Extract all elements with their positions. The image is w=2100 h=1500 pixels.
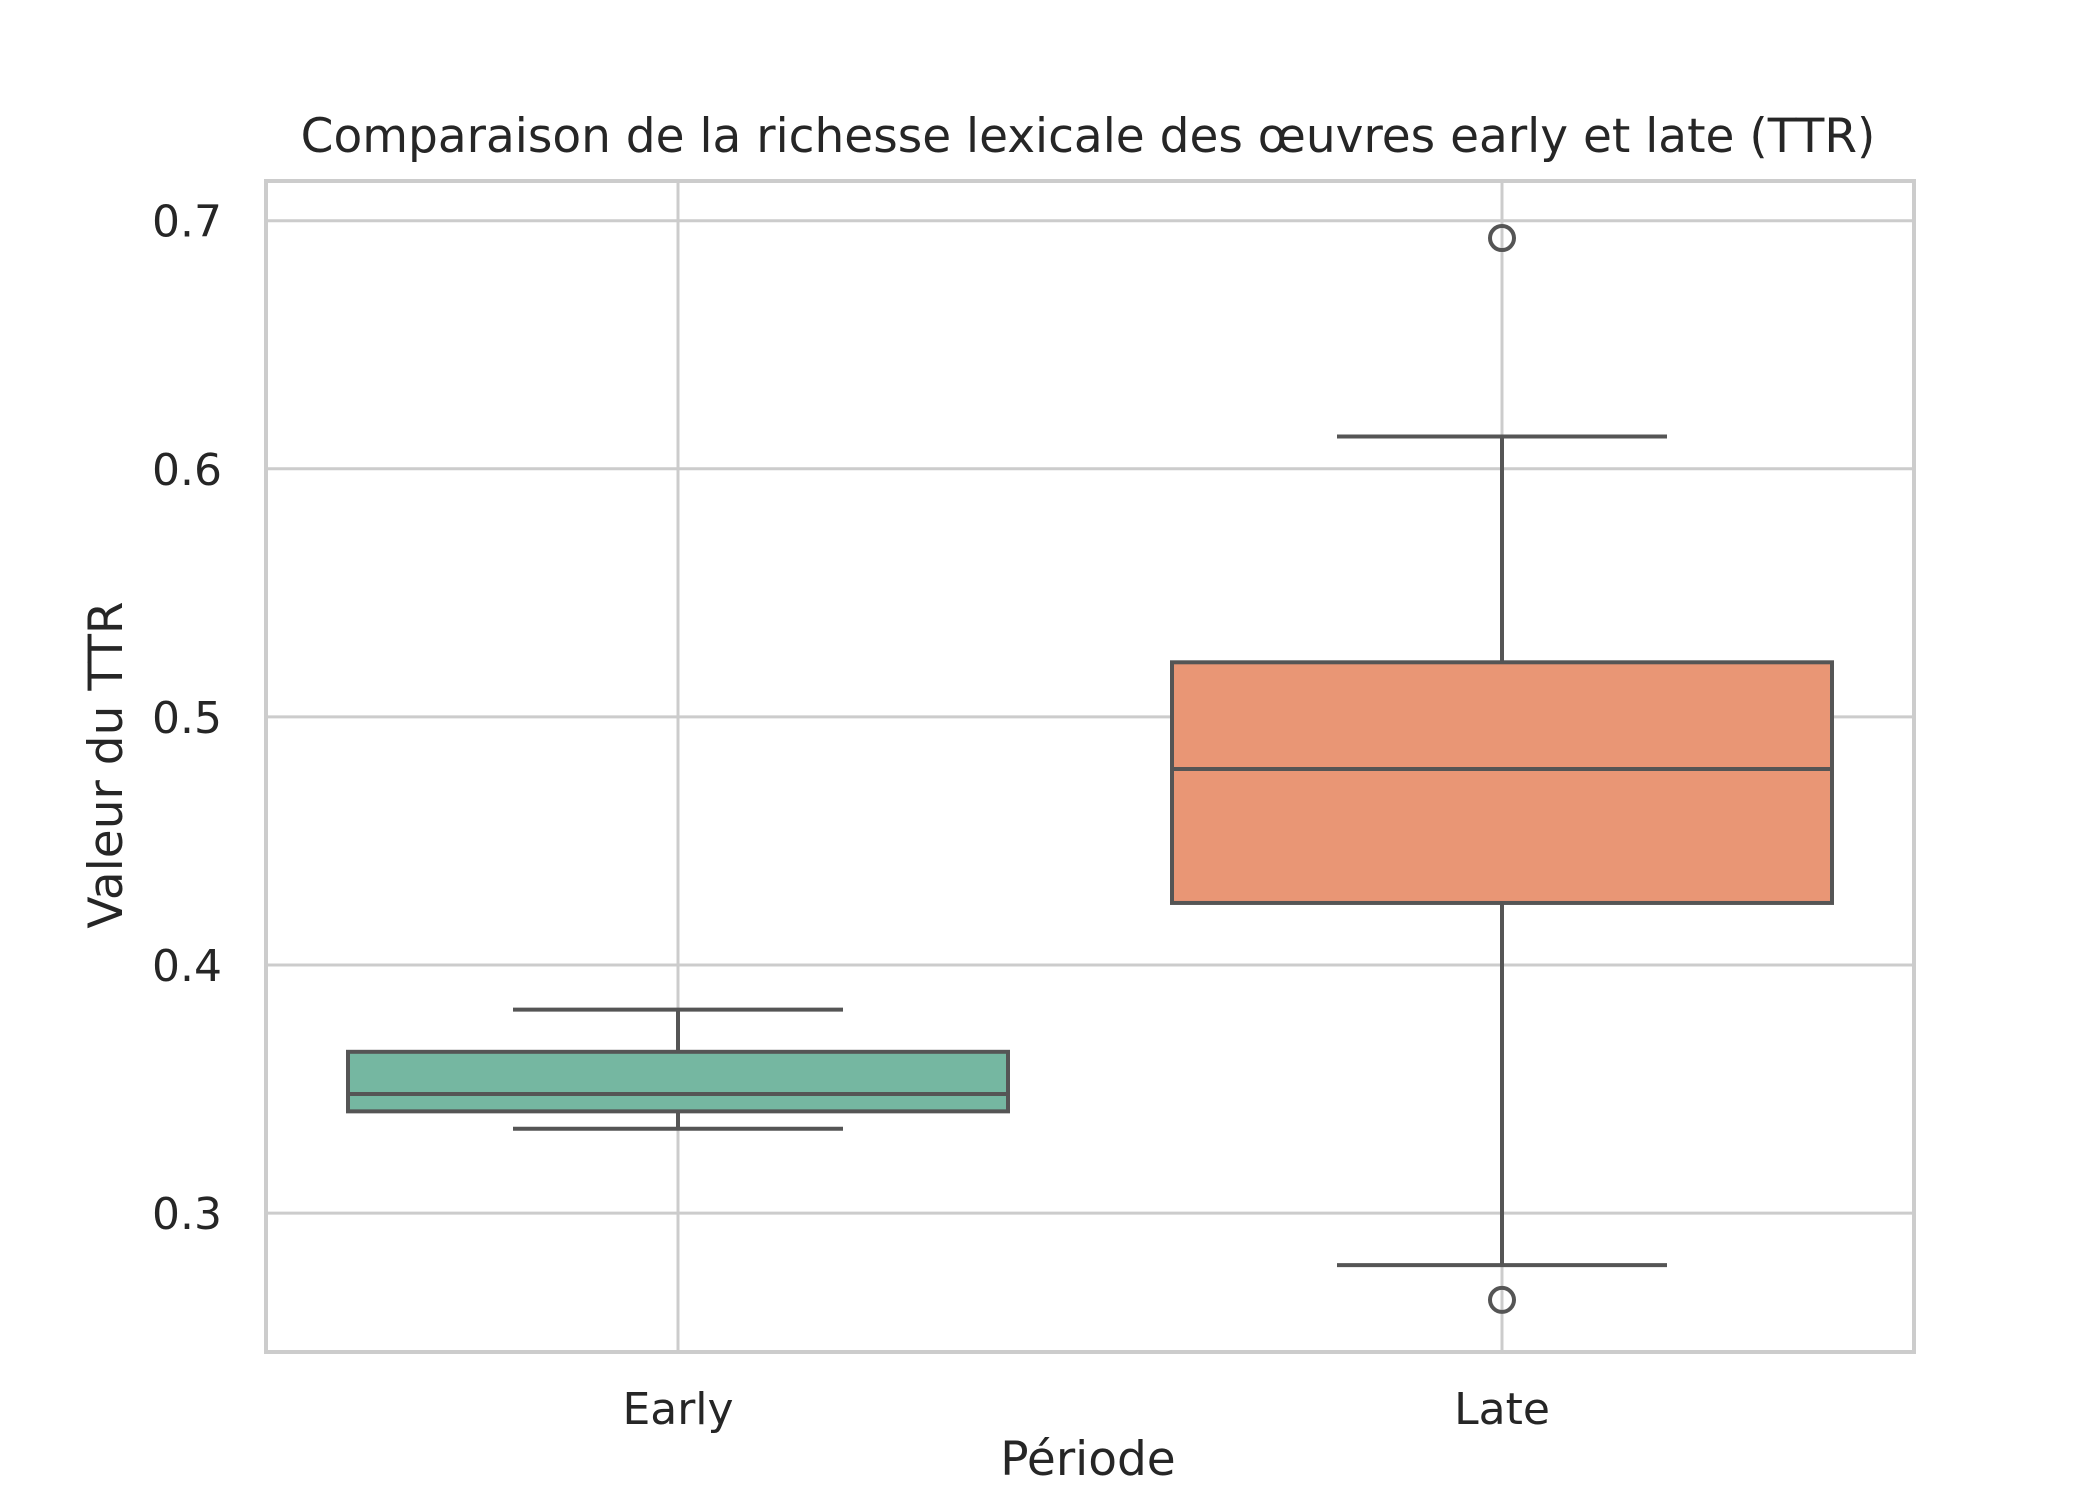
plot-frame <box>264 179 1916 1354</box>
y-tick-label: 0.3 <box>152 1189 222 1240</box>
late-box <box>1170 660 1834 905</box>
early-box <box>346 1049 1010 1114</box>
box-layer <box>346 224 1834 1314</box>
late-outlier-point <box>1488 224 1516 253</box>
axis-layer: 0.3 0.4 0.5 0.6 0.7 Early Late <box>152 197 1550 1435</box>
y-tick-label: 0.5 <box>152 693 222 744</box>
chart-title: Comparaison de la richesse lexicale des … <box>301 109 1876 164</box>
x-tick-label: Late <box>1454 1384 1550 1435</box>
y-tick-label: 0.6 <box>152 445 222 496</box>
y-tick-label: 0.7 <box>152 197 222 248</box>
late-outlier-point <box>1488 1285 1516 1314</box>
y-tick-label: 0.4 <box>152 941 222 992</box>
y-axis-label: Valeur du TTR <box>79 601 134 928</box>
x-axis-label: Période <box>1000 1432 1175 1487</box>
x-tick-label: Early <box>622 1384 733 1435</box>
